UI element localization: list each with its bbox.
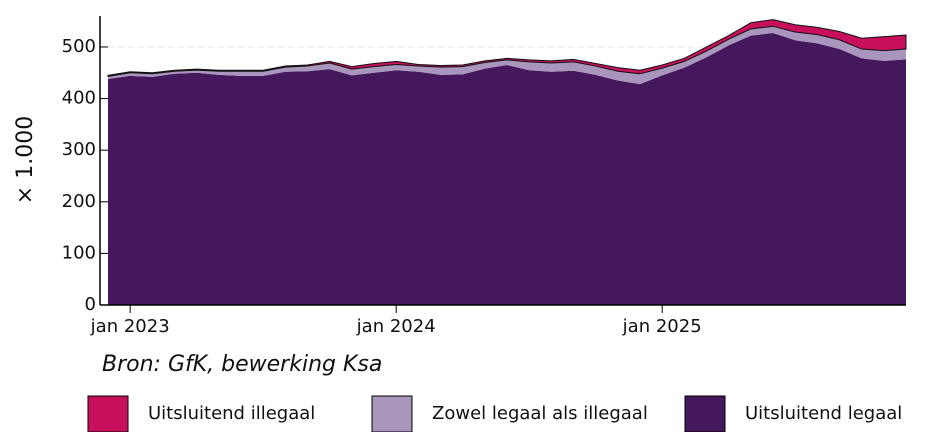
x-tick-label: jan 2025 [622, 316, 702, 337]
legend-label: Zowel legaal als illegaal [432, 403, 648, 424]
y-axis-label: × 1.000 [13, 116, 38, 204]
x-tick-label: jan 2023 [90, 316, 170, 337]
legend-swatch [371, 395, 413, 432]
source: Bron: GfK, bewerking Ksa [102, 352, 382, 377]
y-tick-label: 400 [62, 88, 96, 109]
x-tick-label: jan 2024 [356, 316, 436, 337]
legend-label: Uitsluitend legaal [745, 403, 902, 424]
area [108, 33, 906, 305]
y-tick-label: 0 [85, 294, 96, 315]
legend-swatch [684, 395, 726, 432]
y-tick-label: 300 [62, 139, 96, 160]
y-tick-label: 100 [62, 242, 96, 263]
legend-swatch [87, 395, 129, 432]
y-tick-label: 200 [62, 191, 96, 212]
y-tick-label: 500 [62, 36, 96, 57]
area [108, 26, 906, 85]
area [107, 19, 907, 77]
legend-label: Uitsluitend illegaal [148, 403, 315, 424]
